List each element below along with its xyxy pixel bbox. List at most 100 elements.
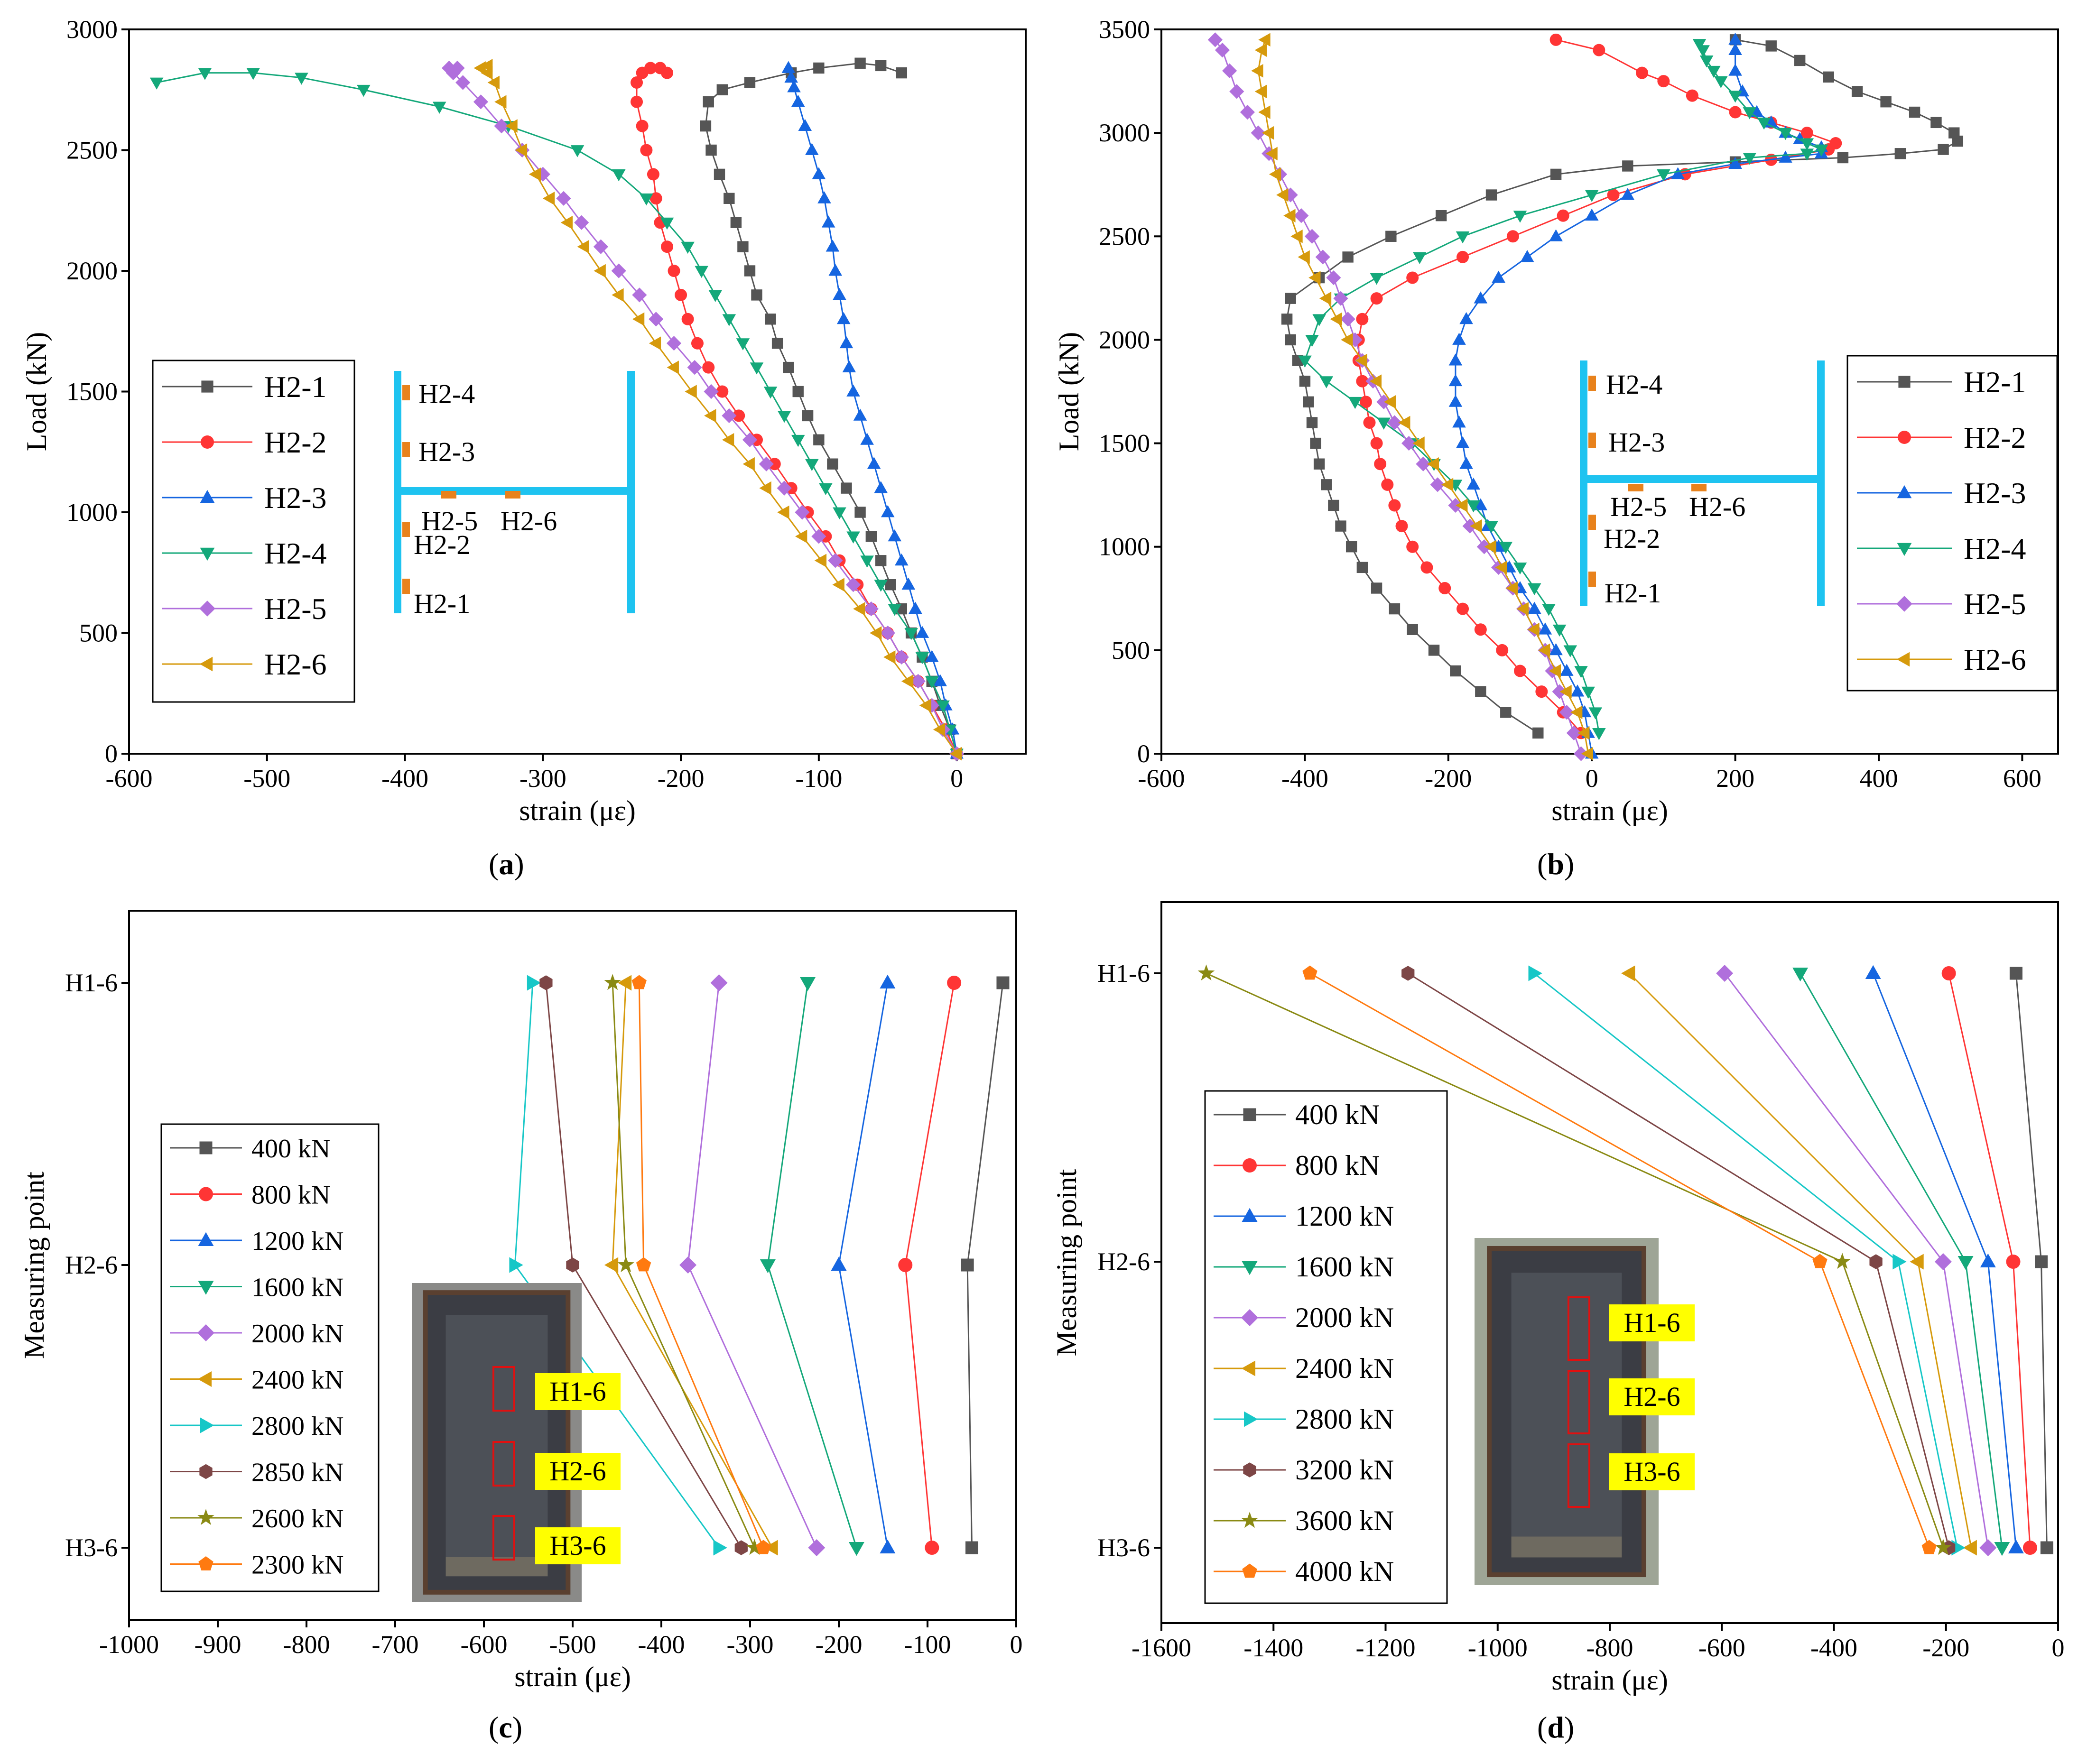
data-point: [1333, 291, 1348, 306]
data-point: [631, 975, 647, 989]
y-tick-label: H2-6: [1097, 1247, 1150, 1276]
photo-gauge-box: [1568, 1296, 1590, 1361]
data-point: [1258, 105, 1271, 119]
data-point: [1459, 457, 1473, 469]
data-point: [700, 120, 712, 132]
data-point: [593, 239, 609, 254]
data-point: [1452, 332, 1466, 345]
y-tick-label: 500: [79, 619, 118, 647]
caption-c: (c): [489, 1710, 523, 1744]
data-point: [1823, 71, 1834, 83]
data-point: [1485, 189, 1497, 201]
data-point: [1492, 270, 1505, 283]
data-point: [2035, 1255, 2048, 1268]
data-point: [846, 384, 860, 397]
axes-b: -600 -400 -200 0 200 400 600 0 500 1000 1500 2000 25…: [1053, 15, 2059, 826]
data-point: [713, 1540, 727, 1556]
x-axis-label: strain (με): [519, 795, 636, 826]
legend-marker: [199, 1187, 213, 1201]
data-point: [1585, 190, 1599, 202]
data-point: [828, 553, 843, 568]
legend-label: H2-3: [264, 481, 327, 515]
data-point: [1593, 44, 1605, 56]
data-point: [1281, 314, 1293, 325]
data-point: [1729, 106, 1742, 119]
data-point: [874, 580, 888, 592]
data-point: [681, 241, 695, 254]
data-point: [1528, 965, 1542, 981]
data-point: [515, 143, 528, 157]
y-tick-label: 3000: [66, 15, 118, 44]
data-point: [246, 68, 260, 80]
data-point: [1321, 479, 1332, 490]
photo-label: H1-6: [1623, 1307, 1680, 1338]
inset-gauge: [402, 385, 410, 400]
data-point: [1356, 562, 1368, 573]
data-point: [1359, 396, 1372, 408]
data-point: [1552, 624, 1567, 637]
data-point: [149, 77, 164, 90]
inset-label: H2-4: [418, 379, 475, 409]
data-point: [805, 459, 819, 471]
data-point: [750, 362, 764, 375]
legend-label: 1600 kN: [1295, 1251, 1394, 1283]
data-point: [1707, 65, 1721, 78]
data-point: [542, 192, 555, 205]
data-point: [1251, 125, 1266, 140]
photo-inner-wall: [445, 1315, 548, 1577]
data-point: [860, 433, 874, 445]
data-point: [1474, 623, 1487, 636]
photo-label: H2-6: [549, 1456, 606, 1487]
data-point: [1921, 1540, 1937, 1554]
data-point: [1592, 728, 1606, 740]
series-H2-5: [1207, 32, 1589, 761]
legend-label: 3600 kN: [1295, 1505, 1394, 1536]
data-point: [1406, 540, 1419, 553]
data-point: [901, 577, 916, 590]
photo-label: H3-6: [1623, 1456, 1680, 1487]
data-point: [1388, 499, 1401, 512]
data-point: [828, 264, 843, 276]
legend-label: H2-1: [1964, 365, 2026, 399]
series-4000-kN: [1302, 965, 1937, 1554]
x-tick-label: -200: [1922, 1634, 1969, 1662]
data-point: [880, 974, 896, 988]
data-point: [702, 361, 715, 374]
y-tick-label: 2500: [1099, 222, 1150, 250]
legend-marker: [197, 1324, 214, 1341]
data-point: [357, 84, 371, 97]
data-point: [1416, 456, 1431, 471]
inset-label: H2-1: [1605, 578, 1661, 609]
series-2800-kN: [1528, 965, 1966, 1556]
data-point: [649, 192, 662, 205]
photo-label-bg: [535, 1373, 621, 1410]
series-2000-kN: [1716, 965, 1997, 1556]
data-point: [777, 411, 791, 423]
data-point: [1407, 624, 1418, 635]
legend-label: H2-6: [264, 647, 327, 681]
data-point: [2040, 1541, 2053, 1554]
data-point: [854, 57, 866, 69]
legend-marker: [198, 1232, 214, 1246]
data-point: [1342, 251, 1354, 263]
inset-gauge: [1588, 376, 1596, 391]
data-point: [1527, 601, 1541, 614]
series-H2-2: [631, 62, 963, 760]
legend-marker: [1241, 1309, 1258, 1326]
data-point: [1398, 416, 1410, 430]
photo-label-bg: [535, 1453, 621, 1490]
y-tick-label: 0: [1137, 739, 1150, 768]
data-point: [853, 408, 867, 421]
data-point: [1757, 117, 1771, 130]
data-point: [898, 1258, 913, 1272]
data-point: [1728, 64, 1742, 76]
x-axis-label: strain (με): [1551, 795, 1668, 826]
series-1200-kN: [1865, 965, 2024, 1553]
legend-box: [1204, 1090, 1448, 1604]
data-point: [631, 76, 643, 89]
legend-box: [1846, 355, 2058, 692]
photo-label-bg: [1609, 1304, 1695, 1341]
data-point: [800, 977, 816, 991]
x-tick-label: 0: [950, 764, 963, 793]
